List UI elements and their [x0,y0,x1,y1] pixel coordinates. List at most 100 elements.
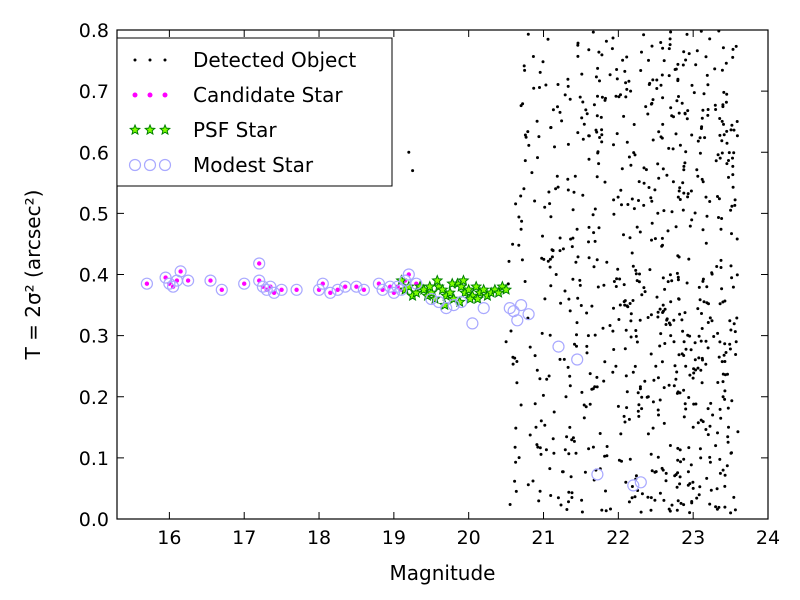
detected-object-point [651,400,655,404]
detected-object-point [714,444,718,448]
detected-object-point [620,167,624,171]
detected-object-point [524,135,528,139]
detected-object-point [683,161,687,165]
detected-object-point [621,58,625,62]
detected-object-point [537,499,541,503]
detected-object-point [638,230,642,234]
detected-object-point [721,103,725,107]
detected-object-point [553,145,556,149]
modest-star-point [331,283,344,296]
detected-object-point [509,329,513,333]
detected-object-point [587,225,591,229]
detected-object-point [714,108,718,111]
detected-object-point [721,380,725,384]
detected-object-point [678,312,682,316]
detected-object-point [586,334,590,338]
detected-object-point [661,303,665,307]
detected-object-point [677,297,681,301]
detected-object-point [716,195,719,198]
detected-object-point [708,200,712,203]
detected-object-point [720,119,724,123]
detected-object-point [733,330,737,334]
detected-object-point [673,474,677,478]
detected-object-point [718,302,722,306]
detected-object-point [680,352,684,356]
detected-object-point [646,112,650,116]
detected-object-point [568,374,572,378]
candidate-star-point [185,277,191,284]
detected-object-point [706,321,710,324]
detected-object-point [727,175,730,179]
detected-object-point [720,217,724,220]
detected-object-point [676,275,680,279]
detected-object-point [598,432,602,435]
detected-object-point [650,221,654,225]
detected-object-point [538,446,542,450]
detected-object-point [688,224,692,228]
detected-object-point [708,316,712,320]
detected-object-point [587,134,591,138]
candidate-star-point [207,277,214,284]
detected-object-point [661,122,665,126]
detected-object-point [676,499,680,503]
x-tick-label: 24 [756,527,780,549]
legend-label: PSF Star [193,118,277,142]
detected-object-point [623,303,627,307]
detected-object-point [708,424,712,428]
detected-object-point [669,334,673,338]
detected-object-point [640,492,644,496]
detected-object-point [549,284,553,288]
detected-object-point [567,500,570,504]
detected-object-point [668,444,672,447]
modest-star-point [410,277,423,290]
detected-object-point [718,340,722,344]
detected-object-point [680,318,684,322]
detected-object-point [566,177,570,181]
detected-object-point [662,209,666,213]
detected-object-point [563,289,567,293]
detected-object-point [683,112,687,116]
detected-object-point [569,237,573,241]
detected-object-point [642,286,646,290]
detected-object-point [670,279,674,283]
detected-object-point [591,213,595,217]
detected-object-point [604,509,608,513]
detected-object-point [570,496,574,499]
detected-object-point [679,501,683,505]
modest-star-point [399,274,412,287]
detected-object-point [673,364,677,368]
detected-object-point [686,333,690,337]
detected-object-point [719,258,723,262]
detected-object-point [614,285,618,288]
detected-object-point [618,277,622,281]
detected-object-point [587,157,591,161]
detected-object-point [662,59,666,63]
detected-object-point [608,73,612,77]
detected-object-point [705,476,709,480]
detected-object-point [571,236,575,240]
legend-psf-marker [129,123,141,136]
detected-object-point [590,387,594,391]
detected-object-point [538,70,542,74]
detected-object-point [574,260,578,264]
detected-object-point [661,46,665,50]
detected-object-point [538,377,542,381]
detected-object-point [640,50,643,54]
detected-object-point [701,279,705,283]
detected-object-point [647,58,650,62]
detected-object-point [700,381,704,385]
detected-object-point [626,305,630,309]
detected-object-point [704,241,708,245]
detected-object-point [697,493,701,497]
detected-object-point [726,372,729,376]
modest-star-point [174,265,187,278]
detected-object-point [687,52,691,56]
detected-object-point [653,470,657,474]
detected-object-point [632,123,636,126]
modest-star-point [552,340,565,353]
detected-object-point [656,211,660,215]
detected-object-point [661,96,665,100]
detected-object-point [575,321,579,325]
detected-object-point [688,511,692,515]
detected-object-point [690,83,694,87]
